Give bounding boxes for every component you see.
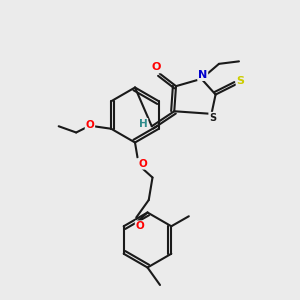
Text: O: O xyxy=(138,159,147,169)
Text: O: O xyxy=(151,62,161,72)
Text: N: N xyxy=(198,70,207,80)
Text: O: O xyxy=(85,120,94,130)
Text: H: H xyxy=(139,119,147,129)
Text: O: O xyxy=(136,221,144,231)
Text: S: S xyxy=(237,76,244,86)
Text: S: S xyxy=(209,112,216,123)
